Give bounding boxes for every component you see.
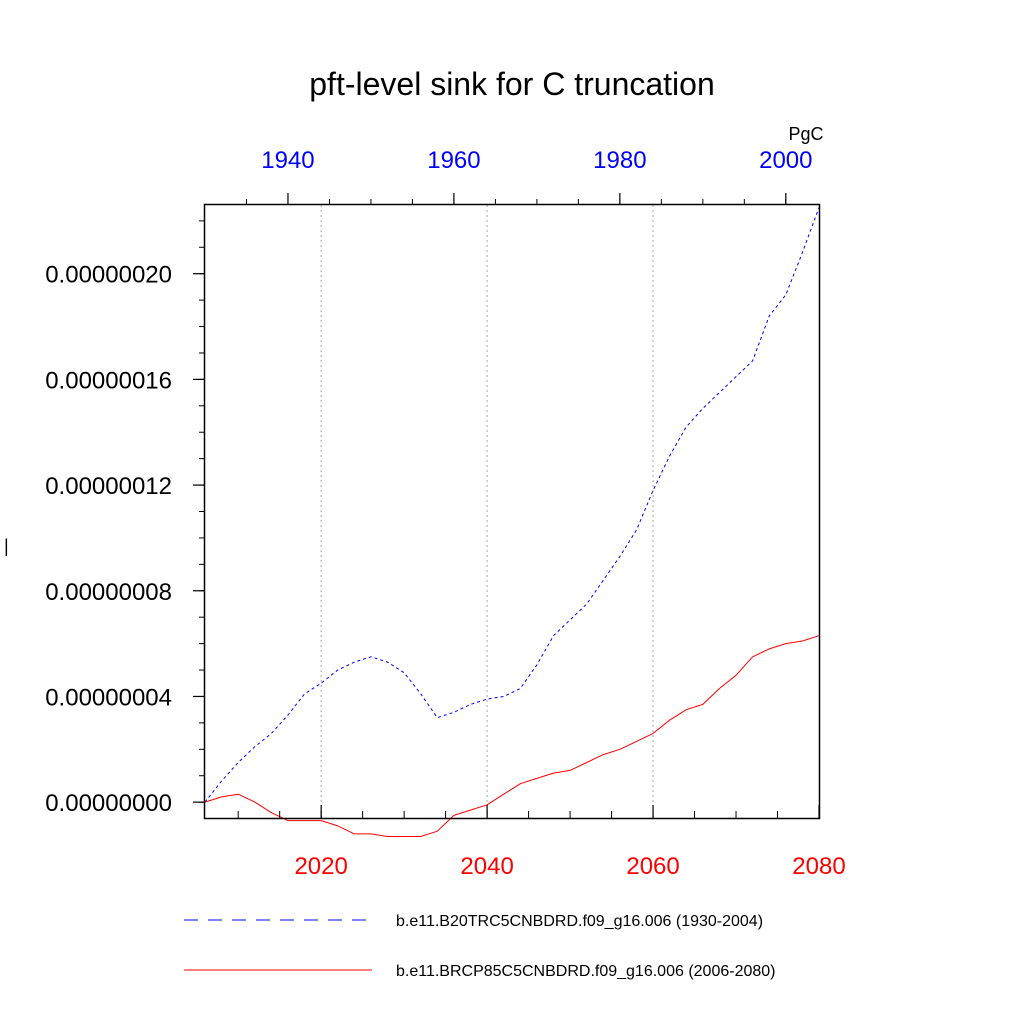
x-bottom-tick-label: 2020: [294, 853, 347, 880]
x-top-tick-label: 1940: [261, 147, 314, 174]
series-line-1: [204, 207, 820, 803]
x-top-tick-label: 2000: [759, 147, 812, 174]
x-top-tick-label: 1960: [427, 147, 480, 174]
y-tick-label: 0.00000016: [45, 367, 172, 394]
series-line-2: [204, 635, 820, 837]
y-tick-label: 0.00000000: [45, 790, 172, 817]
legend-label-2: b.e11.BRCP85C5CNBDRD.f09_g16.006 (2006-2…: [396, 963, 775, 980]
plot-frame: [203, 203, 821, 820]
grid-lines: [320, 205, 654, 818]
y-axis-label: |: [4, 536, 9, 556]
x-bottom-tick-label: 2040: [460, 853, 513, 880]
legend-label-1: b.e11.B20TRC5CNBDRD.f09_g16.006 (1930-20…: [396, 913, 763, 930]
chart-title: pft-level sink for C truncation: [309, 66, 715, 102]
axis-ticks: [193, 193, 820, 818]
y-tick-label: 0.00000012: [45, 473, 172, 500]
units-label: PgC: [788, 124, 823, 144]
series-group: [204, 207, 820, 837]
x-bottom-tick-label: 2080: [792, 853, 845, 880]
y-tick-label: 0.00000020: [45, 262, 172, 289]
legend: b.e11.B20TRC5CNBDRD.f09_g16.006 (1930-20…: [184, 913, 775, 980]
x-top-tick-label: 1980: [593, 147, 646, 174]
axis-tick-labels: 0.00000000 0.00000004 0.00000008 0.00000012…: [45, 147, 845, 880]
x-bottom-tick-label: 2060: [626, 853, 679, 880]
y-tick-label: 0.00000008: [45, 579, 172, 606]
y-tick-label: 0.00000004: [45, 684, 172, 711]
